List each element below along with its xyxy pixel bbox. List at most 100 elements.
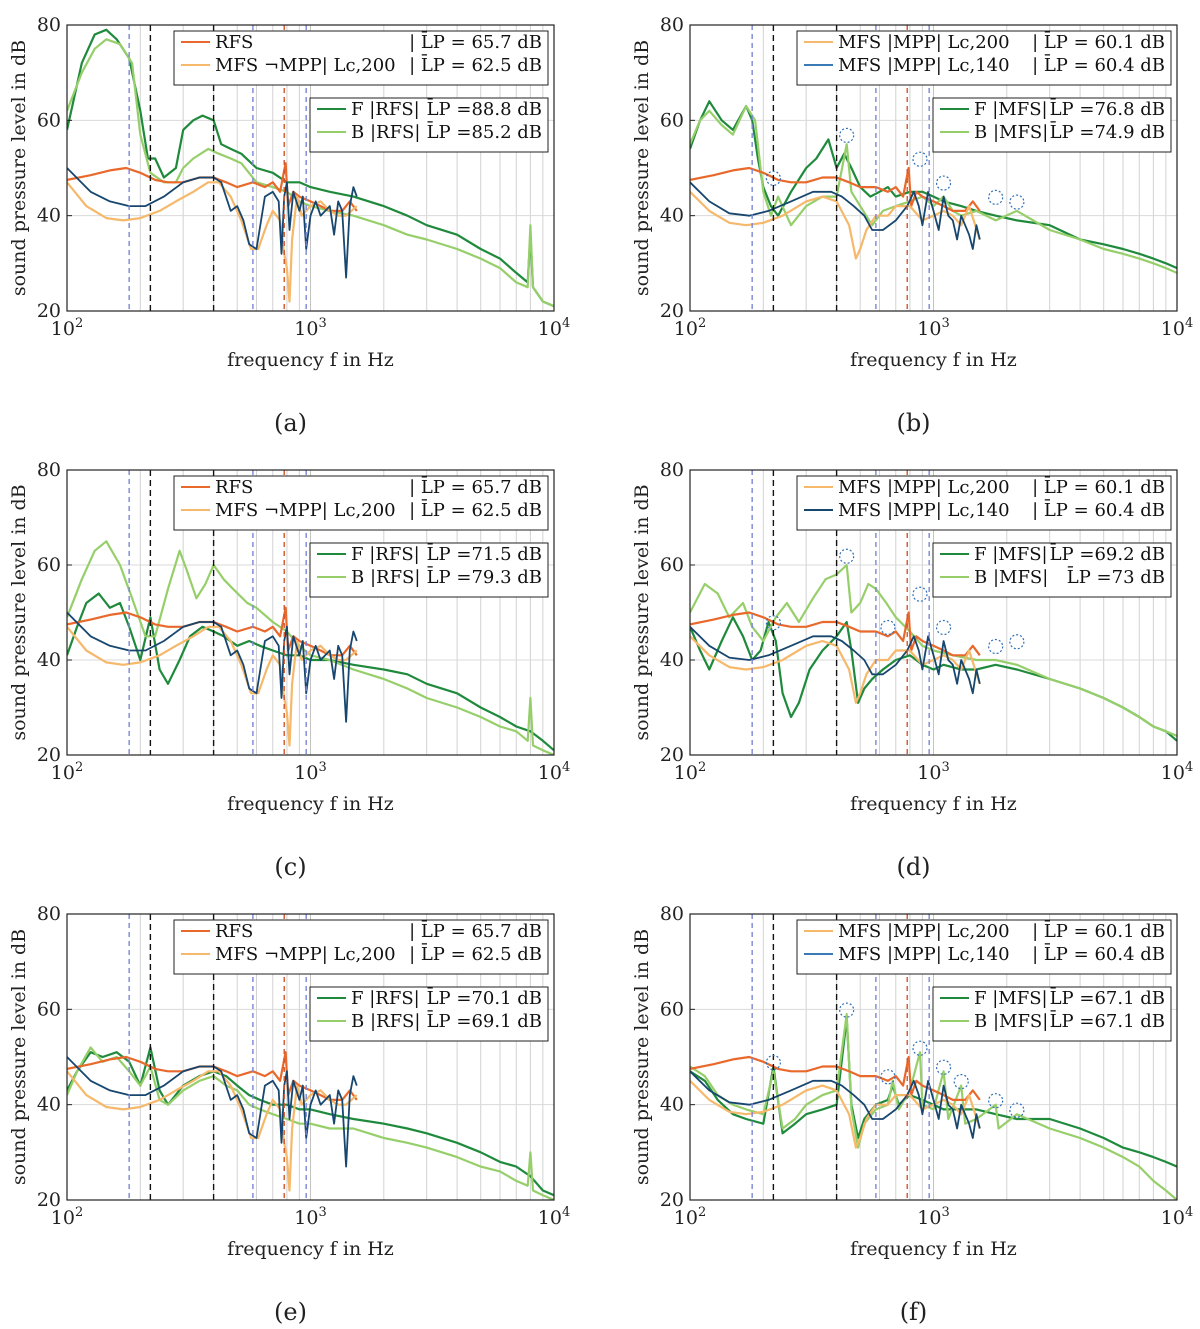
legend-label: F |MFS| bbox=[974, 99, 1048, 120]
tick-exponent: 4 bbox=[1185, 1205, 1193, 1220]
y-tick-label: 20 bbox=[37, 1189, 61, 1211]
y-tick-label: 20 bbox=[660, 744, 684, 766]
panel-caption: (b) bbox=[896, 409, 930, 437]
series-line bbox=[690, 1080, 981, 1149]
x-tick-label: 103 bbox=[917, 760, 949, 784]
y-tick-label: 20 bbox=[37, 744, 61, 766]
tick-exponent: 2 bbox=[698, 760, 706, 775]
legend-box bbox=[309, 542, 549, 598]
y-tick-label: 20 bbox=[660, 1189, 684, 1211]
peak-marker bbox=[953, 1073, 969, 1090]
legend-box bbox=[932, 97, 1172, 153]
legend-bottom: F |MFS| L̄P =69.2 dBB |MFS| L̄P =73 dB bbox=[932, 542, 1172, 598]
legend-label: MFS ¬MPP| Lc,200 bbox=[215, 55, 396, 76]
legend-label: F |MFS| bbox=[974, 544, 1048, 565]
series-group bbox=[690, 1013, 1177, 1200]
peak-marker bbox=[765, 615, 781, 631]
legend-value: L̄P =76.8 dB bbox=[1050, 97, 1165, 120]
legend-top: MFS |MPP| Lc,200 | L̄P = 60.1 dB MFS |MPP|… bbox=[796, 919, 1172, 975]
series-line bbox=[67, 181, 358, 303]
tick-exponent: 2 bbox=[75, 316, 83, 331]
panel-caption: (c) bbox=[274, 853, 306, 881]
panel-caption: (a) bbox=[274, 409, 307, 437]
legend-bottom: F |RFS| L̄P =70.1 dB B |RFS| L̄P =69.1 dB bbox=[309, 986, 549, 1042]
legend-box bbox=[796, 30, 1172, 86]
tick-base: 10 bbox=[674, 1207, 698, 1229]
legend-label: F |RFS| bbox=[351, 99, 420, 120]
series-line bbox=[67, 540, 554, 755]
series-line bbox=[67, 1056, 358, 1168]
x-axis-label: frequency f in Hz bbox=[850, 349, 1017, 371]
legend-value: | L̄P = 62.5 dB bbox=[409, 53, 542, 76]
panel-caption: (d) bbox=[896, 853, 930, 881]
x-tick-label: 102 bbox=[674, 760, 706, 784]
series-line bbox=[67, 611, 358, 723]
tick-exponent: 4 bbox=[562, 1205, 570, 1220]
legend-value: L̄P =69.1 dB bbox=[427, 1009, 542, 1032]
plot-frame bbox=[66, 469, 555, 756]
tick-exponent: 3 bbox=[941, 1205, 949, 1220]
y-tick-label: 20 bbox=[660, 300, 684, 322]
x-axis-label: frequency f in Hz bbox=[850, 1238, 1017, 1260]
series-line bbox=[690, 626, 981, 695]
legend-box bbox=[309, 97, 549, 153]
legend-label: RFS bbox=[215, 921, 253, 942]
x-tick-label: 103 bbox=[917, 1205, 949, 1229]
legend-value: | L̄P = 65.7 dB bbox=[409, 919, 542, 942]
tick-exponent: 4 bbox=[1185, 760, 1193, 775]
legend-label: MFS |MPP| Lc,140 bbox=[838, 55, 1010, 76]
x-tick-label: 104 bbox=[538, 316, 570, 340]
legend-value: | L̄P = 60.4 dB bbox=[1032, 942, 1165, 965]
y-tick-label: 60 bbox=[660, 554, 684, 576]
series-line bbox=[690, 1055, 981, 1101]
y-axis-label: sound pressure level in dB bbox=[631, 929, 653, 1185]
y-tick-label: 60 bbox=[37, 998, 61, 1020]
peak-marker bbox=[912, 151, 928, 167]
tick-exponent: 3 bbox=[318, 1205, 326, 1220]
tick-base: 10 bbox=[674, 318, 698, 340]
x-axis-label: frequency f in Hz bbox=[227, 1238, 394, 1260]
peak-marker bbox=[765, 170, 781, 186]
x-tick-label: 104 bbox=[1161, 1205, 1193, 1229]
peak-marker bbox=[1009, 1102, 1025, 1118]
x-tick-label: 104 bbox=[1161, 316, 1193, 340]
y-tick-label: 80 bbox=[660, 903, 684, 925]
legend-label: MFS |MPP| Lc,140 bbox=[838, 944, 1010, 965]
y-tick-label: 80 bbox=[660, 14, 684, 36]
tick-base: 10 bbox=[1161, 1207, 1185, 1229]
tick-base: 10 bbox=[917, 762, 941, 784]
series-line bbox=[690, 181, 981, 250]
legend-value: | L̄P = 65.7 dB bbox=[409, 475, 542, 498]
series-line bbox=[67, 1046, 554, 1197]
series-line bbox=[690, 191, 981, 260]
legend-label: MFS |MPP| Lc,200 bbox=[838, 477, 1010, 498]
y-tick-label: 40 bbox=[660, 649, 684, 671]
y-tick-label: 60 bbox=[37, 554, 61, 576]
x-tick-label: 104 bbox=[538, 760, 570, 784]
legend-top: MFS |MPP| Lc,200 | L̄P = 60.1 dB MFS |MPP|… bbox=[796, 30, 1172, 86]
legend-value: L̄P =71.5 dB bbox=[427, 542, 542, 565]
tick-base: 10 bbox=[1161, 318, 1185, 340]
tick-exponent: 3 bbox=[318, 316, 326, 331]
y-tick-label: 40 bbox=[660, 205, 684, 227]
series-line bbox=[690, 1070, 981, 1139]
tick-exponent: 2 bbox=[75, 1205, 83, 1220]
peak-marker bbox=[935, 1059, 952, 1075]
legend-box bbox=[173, 475, 549, 531]
plot-frame bbox=[689, 913, 1178, 1201]
series-group bbox=[690, 563, 1177, 742]
legend-value: | L̄P = 60.1 dB bbox=[1032, 475, 1165, 498]
peak-marker bbox=[912, 586, 928, 602]
legend-box bbox=[932, 542, 1172, 598]
legend-top: MFS |MPP| Lc,200 | L̄P = 60.1 dB MFS |MPP|… bbox=[796, 475, 1172, 531]
peak-marker bbox=[1009, 194, 1025, 210]
series-line bbox=[67, 1051, 358, 1101]
x-tick-label: 102 bbox=[51, 316, 83, 340]
y-tick-label: 40 bbox=[660, 1094, 684, 1116]
legend-value: L̄P =79.3 dB bbox=[427, 565, 542, 588]
legend-value: | L̄P = 60.4 dB bbox=[1032, 498, 1165, 521]
